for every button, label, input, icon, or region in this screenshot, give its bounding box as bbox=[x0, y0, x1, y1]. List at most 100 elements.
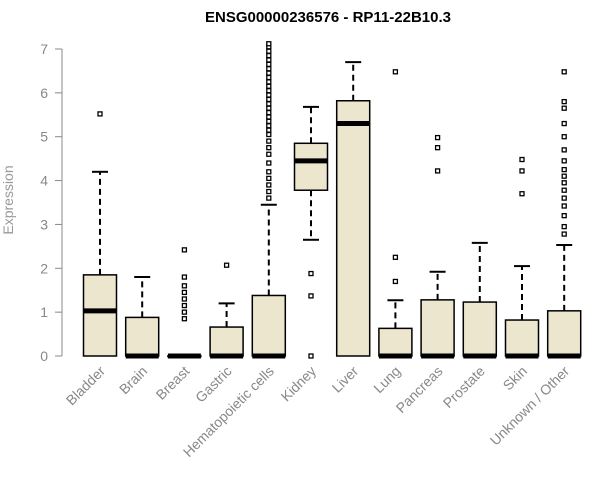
outlier-point bbox=[266, 57, 272, 63]
y-tick-label: 3 bbox=[40, 216, 48, 232]
outlier-point bbox=[266, 175, 272, 182]
outlier-point bbox=[266, 92, 272, 98]
outlier-point bbox=[266, 123, 272, 129]
outlier-point bbox=[266, 188, 272, 195]
outlier-point bbox=[266, 145, 272, 151]
outlier-point bbox=[561, 231, 567, 237]
y-axis: 0 1 2 3 4 5 6 7 bbox=[40, 41, 63, 364]
outlier-point bbox=[561, 98, 567, 105]
outlier-point bbox=[181, 302, 188, 309]
outlier-point bbox=[519, 191, 525, 197]
outlier-point bbox=[561, 158, 567, 164]
box-pancreas bbox=[420, 134, 455, 359]
outlier-point bbox=[266, 79, 272, 85]
outlier-point bbox=[519, 168, 525, 174]
outlier-point bbox=[434, 168, 441, 174]
outlier-point bbox=[181, 289, 188, 296]
box-body bbox=[504, 319, 540, 357]
outlier-point bbox=[561, 134, 567, 140]
box-kidney bbox=[293, 105, 329, 359]
box-bladder bbox=[82, 111, 118, 357]
outlier-point bbox=[266, 48, 272, 54]
outlier-point bbox=[266, 195, 272, 201]
outlier-point bbox=[266, 70, 272, 76]
outlier-point bbox=[561, 195, 567, 201]
outlier-point bbox=[266, 160, 272, 166]
outlier-point bbox=[308, 293, 314, 299]
outlier-point bbox=[266, 109, 272, 116]
x-tick-label: Breast bbox=[153, 363, 193, 403]
outlier-point bbox=[308, 270, 314, 277]
box-body bbox=[378, 327, 413, 357]
outlier-point bbox=[181, 274, 188, 280]
x-tick-label: Lung bbox=[370, 363, 403, 396]
box-lung bbox=[378, 69, 413, 359]
x-tick-label: Prostate bbox=[440, 363, 488, 411]
outlier-point bbox=[392, 278, 399, 285]
x-tick-label: Pancreas bbox=[393, 363, 446, 416]
outlier-point bbox=[561, 69, 567, 75]
outlier-point bbox=[266, 114, 272, 120]
x-tick-label: Brain bbox=[116, 363, 150, 397]
outlier-point bbox=[434, 134, 441, 141]
outlier-point bbox=[181, 283, 188, 289]
x-tick-label: Kidney bbox=[278, 363, 320, 405]
box-skin bbox=[504, 156, 540, 359]
outlier-point bbox=[266, 151, 272, 157]
outlier-point bbox=[223, 262, 230, 268]
outlier-point bbox=[266, 74, 272, 81]
outlier-point bbox=[266, 83, 272, 89]
x-tick-label: Liver bbox=[329, 363, 362, 396]
box-body bbox=[293, 142, 329, 191]
outlier-point bbox=[308, 353, 314, 359]
outlier-point bbox=[266, 138, 272, 144]
outlier-point bbox=[97, 111, 103, 117]
box-breast bbox=[167, 247, 202, 359]
outlier-point bbox=[266, 101, 272, 107]
chart-title: ENSG00000236576 - RP11-22B10.3 bbox=[205, 9, 451, 26]
box-body bbox=[462, 301, 498, 357]
outlier-point bbox=[561, 120, 567, 127]
box-body bbox=[420, 299, 455, 357]
outlier-point bbox=[392, 254, 399, 260]
outlier-point bbox=[266, 66, 272, 72]
outlier-point bbox=[181, 247, 188, 253]
outlier-point bbox=[561, 213, 567, 219]
outlier-point bbox=[561, 105, 567, 111]
x-tick-label: Unknown / Other bbox=[487, 363, 573, 449]
boxplot-series bbox=[82, 41, 582, 359]
y-tick-label: 4 bbox=[40, 173, 48, 189]
outlier-point bbox=[181, 296, 188, 302]
outlier-point bbox=[181, 309, 188, 315]
box-unknown-other bbox=[546, 69, 582, 359]
outlier-point bbox=[561, 187, 567, 193]
outlier-point bbox=[434, 145, 441, 151]
y-tick-label: 1 bbox=[40, 304, 48, 320]
x-tick-label: Skin bbox=[500, 363, 531, 394]
box-gastric bbox=[209, 262, 244, 359]
outlier-point bbox=[561, 173, 567, 179]
outlier-point bbox=[266, 131, 272, 138]
y-tick-label: 7 bbox=[40, 41, 48, 57]
box-body bbox=[82, 274, 118, 357]
outlier-point bbox=[266, 96, 272, 103]
box-body bbox=[251, 294, 287, 357]
outlier-point bbox=[561, 166, 567, 173]
box-body bbox=[546, 310, 582, 357]
outlier-point bbox=[181, 316, 188, 322]
outlier-point bbox=[561, 203, 567, 209]
x-tick-label: Bladder bbox=[63, 363, 109, 409]
box-hematopoietic-cells bbox=[251, 41, 287, 359]
outlier-point bbox=[392, 69, 399, 75]
y-tick-label: 6 bbox=[40, 85, 48, 101]
outlier-point bbox=[266, 88, 272, 94]
box-liver bbox=[335, 61, 371, 357]
y-tick-label: 5 bbox=[40, 129, 48, 145]
y-tick-label: 0 bbox=[40, 348, 48, 364]
y-tick-label: 2 bbox=[40, 260, 48, 276]
outlier-point bbox=[266, 169, 272, 175]
outlier-point bbox=[561, 147, 567, 153]
box-prostate bbox=[462, 241, 498, 359]
outlier-point bbox=[561, 180, 567, 186]
